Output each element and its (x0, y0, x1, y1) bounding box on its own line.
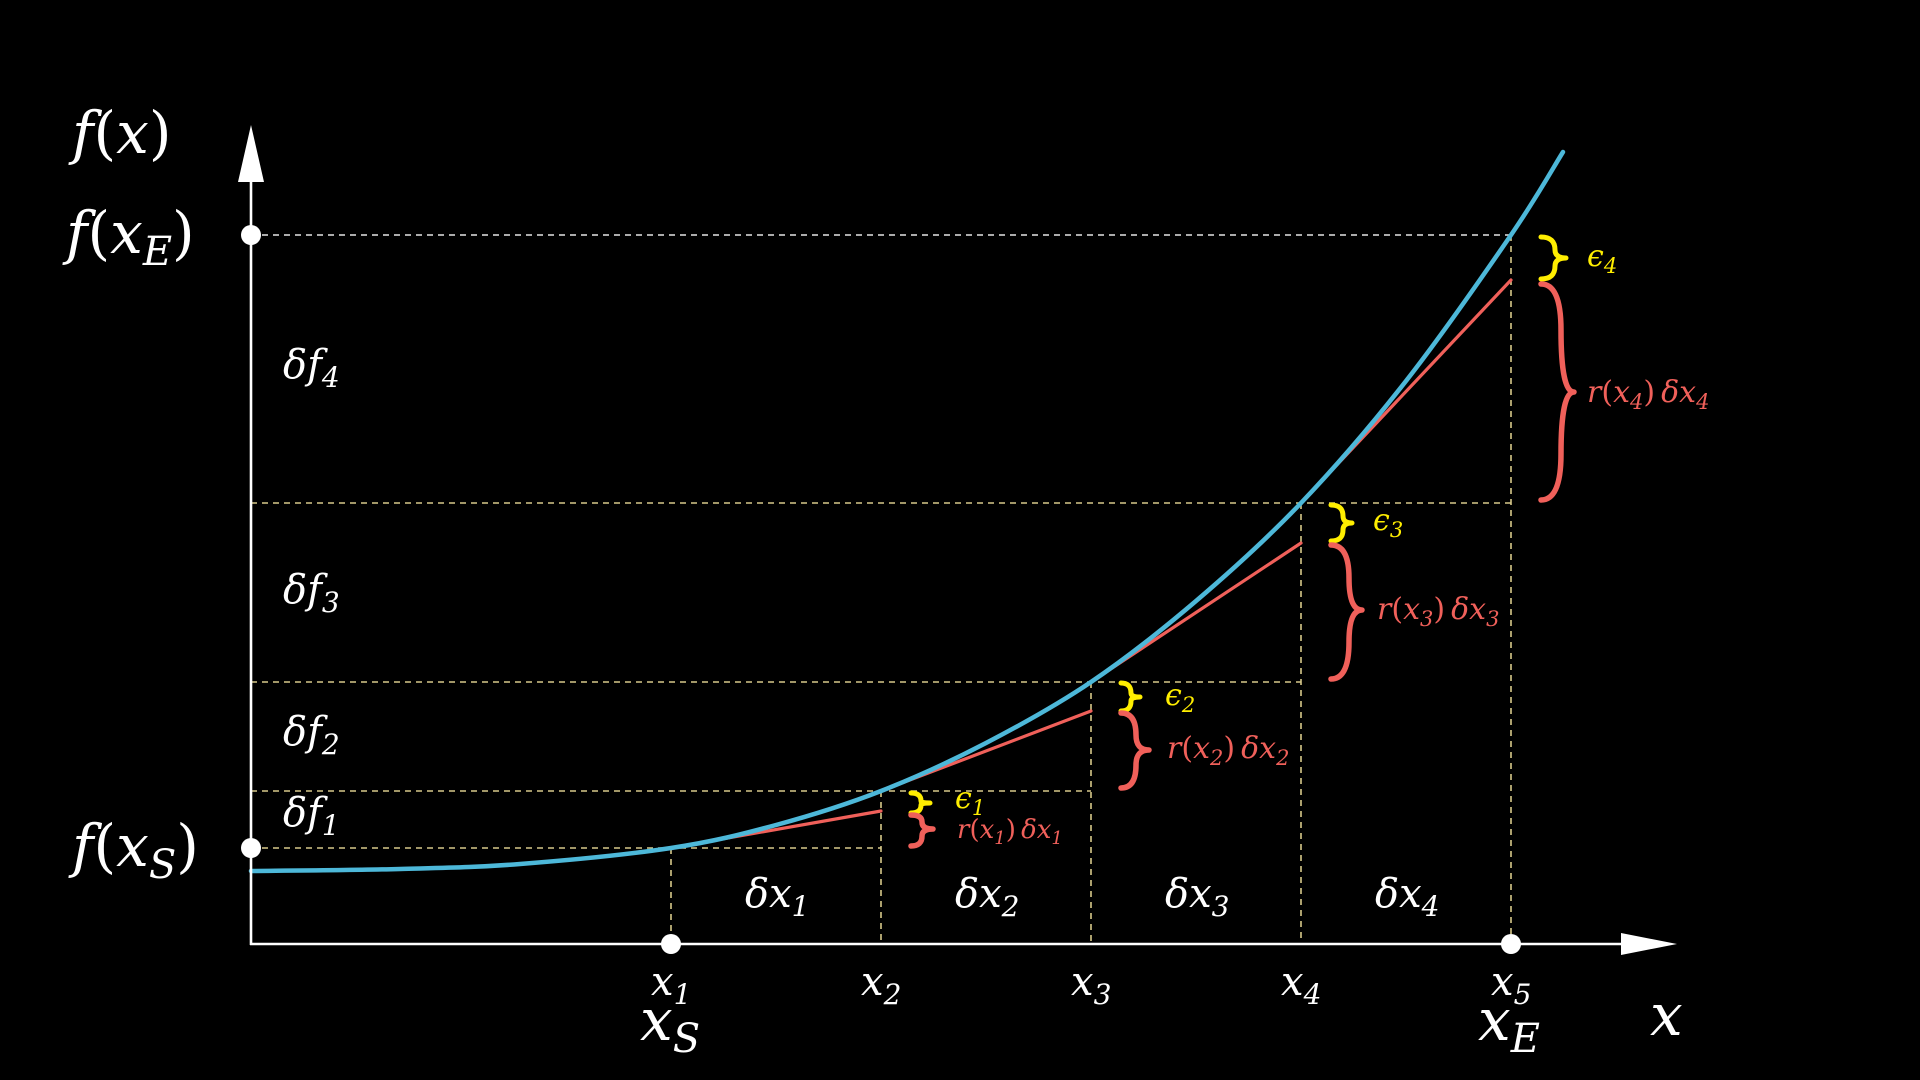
tangent-braces (908, 281, 1577, 849)
x-axis-label: x (1650, 981, 1683, 1049)
rdx-label-4: r(x4​) δx4​ (1587, 375, 1709, 414)
rdx-brace-3 (1328, 542, 1365, 682)
y-dot-fS (241, 838, 261, 858)
epsilon-brace-1 (908, 790, 933, 816)
y-tick-label-fS: f(xS​) (68, 812, 199, 888)
error-braces (908, 234, 1569, 816)
x-dot-xS (661, 934, 681, 954)
dx-label-1: δx1​ (745, 871, 809, 923)
x-tick-label-3: x3​ (1071, 959, 1111, 1011)
x-axis-arrow-icon (1621, 933, 1677, 955)
x-tick-label-xS: xS​ (640, 986, 700, 1062)
rdx-label-2: r(x2​) δx2​ (1167, 731, 1289, 770)
axis-dots (241, 225, 1521, 954)
df-label-4: δf4​ (283, 342, 340, 394)
epsilon-label-1: ϵ1​ (955, 781, 985, 820)
x-tick-label-4: x4​ (1281, 959, 1321, 1011)
labels: f(x) x f(xE​) f(xS​) x1​ x2​ x3​ x4​ x5​… (62, 99, 1709, 1062)
axes (238, 125, 1677, 955)
epsilon-brace-3 (1328, 502, 1355, 544)
dx-label-4: δx4​ (1375, 871, 1439, 923)
x-dot-xE (1501, 934, 1521, 954)
rdx-label-3: r(x3​) δx3​ (1377, 592, 1499, 631)
rdx-label-1: r(x1​) δx1​ (957, 815, 1063, 849)
x-tick-label-xE: xE​ (1478, 986, 1540, 1062)
y-tick-label-fE: f(xE​) (62, 199, 195, 275)
y-dot-fE (241, 225, 261, 245)
epsilon-label-4: ϵ4​ (1587, 239, 1617, 278)
x-tick-label-1: x1​ (651, 959, 691, 1011)
x-tick-label-2: x2​ (861, 959, 901, 1011)
y-axis-arrow-icon (238, 125, 264, 182)
x-tick-label-5: x5​ (1491, 959, 1531, 1011)
function-curve (248, 149, 1566, 874)
rdx-brace-2 (1118, 710, 1152, 791)
rdx-brace-1 (908, 812, 936, 849)
epsilon-label-2: ϵ2​ (1165, 678, 1195, 717)
epsilon-brace-4 (1538, 234, 1569, 282)
rdx-brace-4 (1538, 281, 1577, 503)
epsilon-brace-2 (1118, 680, 1143, 714)
dx-label-3: δx3​ (1165, 871, 1229, 923)
y-axis-label: f(x) (68, 99, 171, 167)
df-label-1: δf1​ (283, 790, 340, 842)
dx-label-2: δx2​ (955, 871, 1019, 923)
epsilon-label-3: ϵ3​ (1373, 503, 1403, 542)
